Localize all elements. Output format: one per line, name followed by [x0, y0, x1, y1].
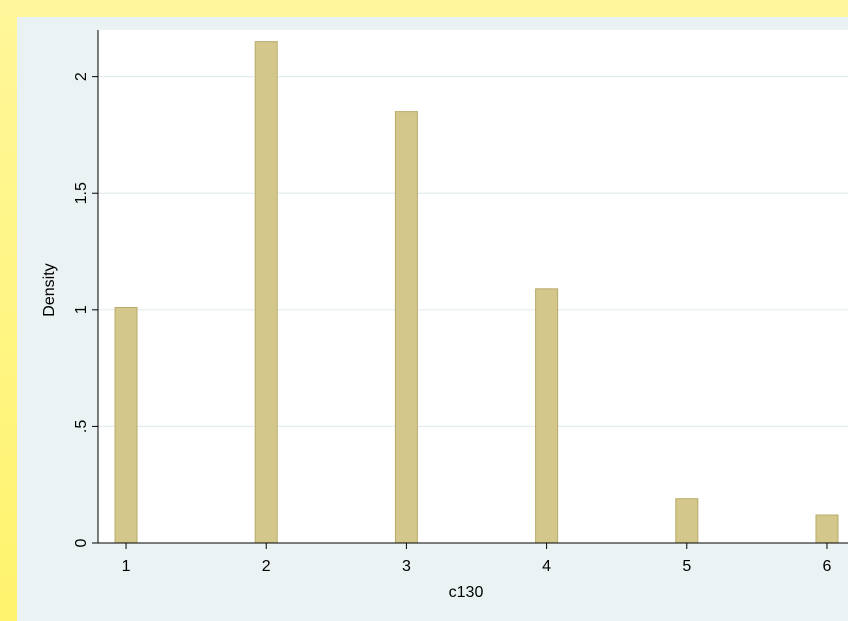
x-ticks: 1 2 3 4 5 6 [122, 543, 832, 575]
bar [114, 306, 138, 544]
x-tick-label: 6 [823, 558, 832, 575]
y-tick-label: 1 [73, 305, 90, 314]
gridlines [98, 76, 848, 428]
plot-area [98, 30, 848, 543]
x-tick-label: 5 [682, 558, 691, 575]
bars [114, 41, 839, 544]
bar [254, 41, 278, 544]
y-ticks: 0 .5 1 1.5 2 [73, 72, 98, 547]
y-tick-label: 2 [73, 72, 90, 81]
y-tick-label: 0 [73, 538, 90, 547]
bar [394, 111, 418, 544]
x-tick-label: 4 [542, 558, 551, 575]
y-axis-title: Density [41, 263, 58, 316]
bar [815, 514, 839, 544]
y-tick-label: 1.5 [73, 182, 90, 204]
x-axis-title: c130 [449, 584, 484, 601]
x-tick-label: 2 [262, 558, 271, 575]
bar [675, 498, 699, 544]
y-tick-label: .5 [73, 420, 90, 433]
x-tick-label: 1 [122, 558, 131, 575]
bar [535, 288, 559, 544]
x-tick-label: 3 [402, 558, 411, 575]
